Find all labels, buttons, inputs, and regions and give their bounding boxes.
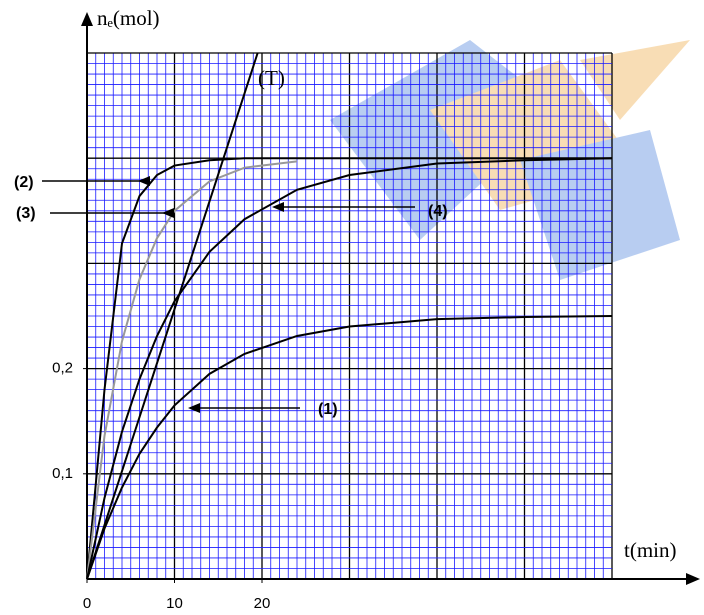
curve: [86, 160, 298, 580]
curve: [86, 315, 613, 580]
y-tick-label: 0,2: [52, 360, 73, 377]
curve: [86, 157, 612, 580]
curve-label: (T): [258, 66, 285, 90]
x-tick-label: 0: [83, 595, 91, 612]
curve: [86, 52, 259, 580]
x-tick-label: 20: [254, 595, 271, 612]
curve-label: (3): [16, 205, 36, 222]
x-axis-arrow: [686, 573, 700, 585]
y-axis-label: nₑ(mol): [97, 6, 160, 30]
x-tick-label: 10: [166, 595, 183, 612]
curve: [86, 157, 613, 580]
label-arrowhead: [272, 202, 284, 212]
label-arrowhead: [162, 208, 174, 218]
y-axis-arrow: [81, 12, 93, 26]
y-tick-label: 0,1: [52, 465, 73, 482]
label-arrowhead: [138, 176, 150, 186]
x-axis-label: t(min): [624, 538, 677, 562]
curve-label: (4): [428, 203, 448, 220]
curve-label: (1): [318, 401, 338, 418]
label-arrowhead: [188, 403, 200, 413]
curve-label: (2): [14, 174, 34, 191]
